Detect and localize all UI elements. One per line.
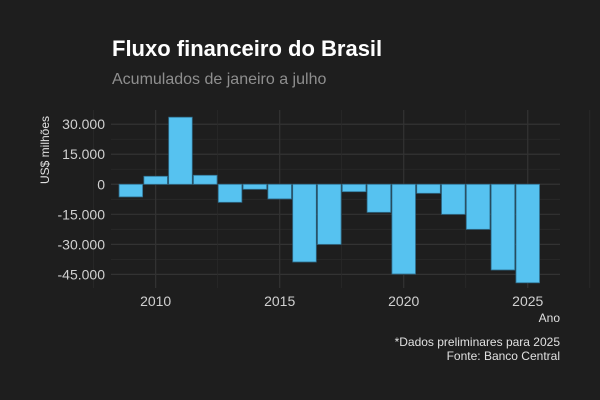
- caption-note: *Dados preliminares para 2025: [394, 335, 560, 349]
- tick-labels: 30.000 15.000 0 -15.000 -30.000 -45.000 2010 20…: [58, 116, 544, 309]
- chart-title: Fluxo financeiro do Brasil: [112, 36, 383, 61]
- y-tick-label: 15.000: [62, 146, 105, 162]
- bar-2009: [118, 183, 144, 198]
- bar-2016: [292, 183, 317, 263]
- chart-subtitle: Acumulados de janeiro a julho: [112, 71, 327, 88]
- chart-caption: *Dados preliminares para 2025 Fonte: Ban…: [395, 335, 560, 363]
- bar-2015: [267, 183, 292, 200]
- x-tick-label: 2020: [388, 293, 419, 309]
- y-tick-label: 0: [97, 176, 105, 192]
- bar-2011: [168, 116, 193, 185]
- bar-2017: [317, 183, 342, 245]
- y-tick-label: -45.000: [58, 266, 106, 282]
- bar-2012: [193, 174, 218, 185]
- bar-2022: [441, 183, 466, 215]
- x-tick-label: 2025: [512, 293, 543, 309]
- bar-2010: [143, 175, 168, 185]
- x-tick-label: 2015: [264, 293, 295, 309]
- grid: [93, 110, 591, 288]
- bar-2014: [242, 183, 268, 190]
- y-tick-label: -30.000: [58, 236, 106, 252]
- bar-2021: [416, 183, 441, 194]
- x-tick-label: 2010: [140, 293, 171, 309]
- bar-2020: [391, 183, 416, 275]
- caption-source: Fonte: Banco Central: [446, 349, 560, 363]
- bar-2025: [515, 183, 540, 284]
- y-tick-label: -15.000: [58, 206, 106, 222]
- bars: [118, 116, 540, 284]
- y-tick-label: 30.000: [62, 116, 105, 132]
- x-axis-label: Ano: [539, 311, 561, 325]
- bar-2024: [490, 183, 516, 271]
- bar-2019: [366, 183, 392, 213]
- y-axis-label: US$ milhões: [38, 116, 52, 184]
- bar-2013: [217, 183, 243, 203]
- bar-2023: [465, 183, 491, 230]
- bar-2018: [341, 183, 367, 193]
